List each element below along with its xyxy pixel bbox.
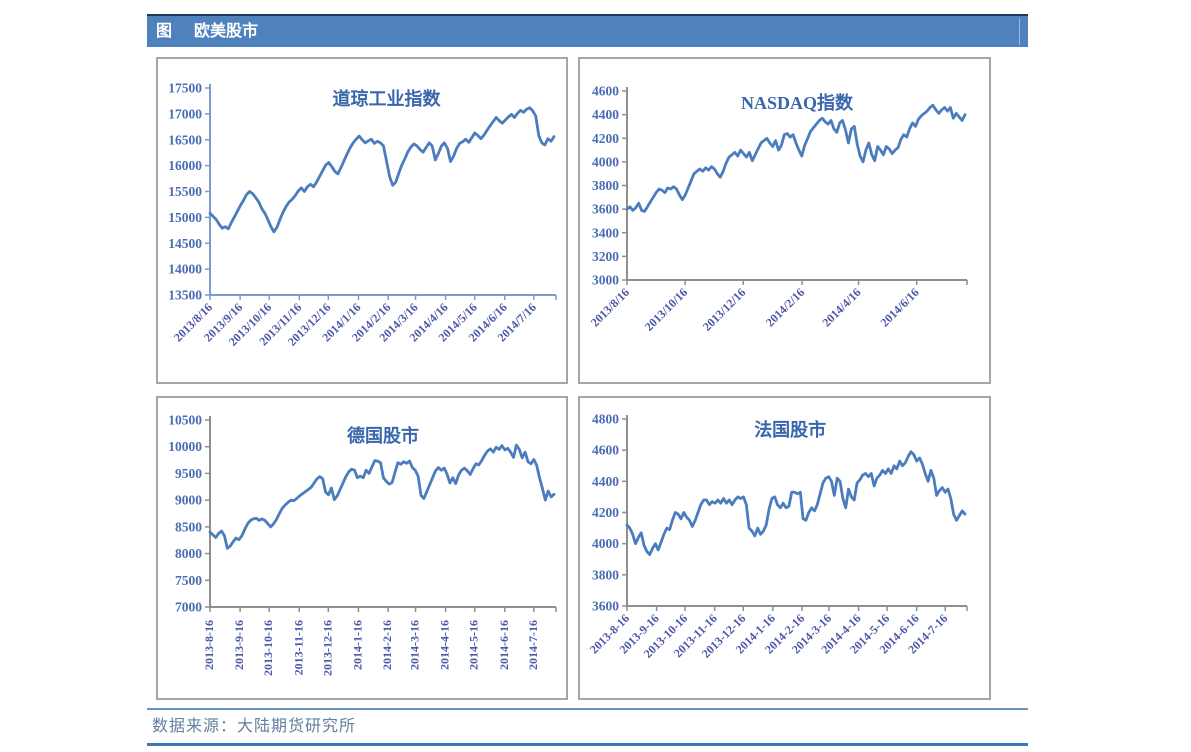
footer-bottom-rule	[147, 743, 1028, 746]
x-tick-label: 2014-4-16	[438, 620, 452, 670]
x-tick-label: 2014-2-16	[380, 620, 394, 670]
header-cell-separator	[1019, 18, 1020, 45]
y-tick-label: 4400	[592, 474, 619, 489]
y-tick-label: 17000	[168, 106, 202, 121]
y-tick-label: 16000	[168, 158, 202, 173]
section-header-text: 图 欧美股市	[147, 16, 1028, 47]
x-tick-label: 2014/4/16	[819, 285, 863, 329]
x-tick-label: 2013-8-16	[202, 620, 216, 670]
data-source-note: 数据来源：大陆期货研究所	[152, 718, 357, 735]
y-tick-label: 4800	[592, 412, 619, 427]
x-tick-label: 2013/8/16	[588, 285, 632, 329]
series-line-dow	[208, 106, 556, 234]
y-tick-label: 4200	[592, 505, 619, 520]
y-tick-label: 4000	[592, 536, 619, 551]
chart-panel-dow-jones: 13500 14000 14500 15000 15500 16000 16500 17000…	[156, 57, 568, 384]
chart-title: 道琼工业指数	[332, 88, 441, 109]
x-tick-label: 2014-1-16	[350, 620, 364, 670]
section-header: 图 欧美股市	[147, 16, 1028, 47]
y-tick-label: 14500	[168, 236, 202, 251]
chart-title: 法国股市	[754, 419, 826, 440]
y-tick-label: 17500	[168, 81, 202, 96]
y-tick-label: 14000	[168, 262, 202, 277]
series-line-nasdaq	[625, 103, 967, 213]
chart-nasdaq: 3000 3200 3400 3600 3800 4000 4200 4400 4600 2013…	[588, 84, 968, 334]
y-tick-label: 7000	[175, 600, 202, 615]
series-line-cac	[625, 450, 967, 557]
y-tick-label: 4000	[592, 154, 619, 169]
chart-title: NASDAQ指数	[741, 92, 854, 113]
y-tick-label: 10500	[168, 413, 202, 428]
y-tick-label: 7500	[175, 573, 202, 588]
y-tick-label: 4400	[592, 107, 619, 122]
y-tick-label: 3800	[592, 178, 619, 193]
y-tick-label: 10000	[168, 439, 202, 454]
y-tick-label: 16500	[168, 132, 202, 147]
x-tick-label: 2014/2/16	[763, 285, 807, 329]
x-tick-label: 2014-5-16	[467, 620, 481, 670]
figure-tag: 图	[156, 23, 173, 40]
chart-germany: 7000 7500 8000 8500 9000 9500 10000 10500 2013-8…	[168, 413, 557, 676]
y-tick-label: 15500	[168, 184, 202, 199]
page-title: 欧美股市	[194, 23, 259, 40]
chart-france: 36003800400042004400460048002013-8-16201…	[587, 412, 968, 661]
x-tick-label: 2014-7-16	[526, 620, 540, 670]
y-tick-label: 15000	[168, 210, 202, 225]
x-tick-label: 2013-10-16	[261, 620, 275, 676]
x-tick-label: 2013/12/16	[700, 285, 749, 334]
x-tick-label: 2014-6-16	[497, 620, 511, 670]
y-tick-label: 13500	[168, 288, 202, 303]
chart-panel-france: 3600 3800 4000 4200 4400 4600 4800 2013-8-16 201…	[578, 396, 991, 700]
y-tick-label: 3600	[592, 599, 619, 614]
chart-title: 德国股市	[347, 425, 419, 446]
y-tick-label: 8500	[175, 519, 202, 534]
y-tick-label: 9000	[175, 493, 202, 508]
y-tick-label: 3000	[592, 273, 619, 288]
y-tick-label: 3600	[592, 202, 619, 217]
footer-top-rule	[147, 708, 1028, 710]
header-top-rule	[147, 14, 1028, 16]
x-tick-label: 2014/6/16	[877, 285, 921, 329]
y-tick-label: 8000	[175, 546, 202, 561]
y-tick-label: 3400	[592, 225, 619, 240]
x-tick-label: 2013-9-16	[232, 620, 246, 670]
x-tick-label: 2013-12-16	[320, 620, 334, 676]
chart-panel-nasdaq: 3000 3200 3400 3600 3800 4000 4200 4400 4600 2013…	[578, 57, 991, 384]
y-tick-label: 9500	[175, 466, 202, 481]
chart-panel-germany: 7000 7500 8000 8500 9000 9500 10000 10500 2013-8…	[156, 396, 568, 700]
x-tick-label: 2014-3-16	[408, 620, 422, 670]
y-tick-label: 4600	[592, 443, 619, 458]
y-tick-label: 4600	[592, 84, 619, 99]
y-tick-label: 3200	[592, 249, 619, 264]
x-tick-label: 2013/10/16	[642, 285, 691, 334]
x-tick-label: 2013-11-16	[291, 620, 305, 675]
series-line-dax	[208, 443, 556, 550]
y-tick-label: 4200	[592, 131, 619, 146]
chart-dow-jones: 13500 14000 14500 15000 15500 16000 16500 17000…	[168, 81, 557, 349]
y-tick-label: 3800	[592, 567, 619, 582]
